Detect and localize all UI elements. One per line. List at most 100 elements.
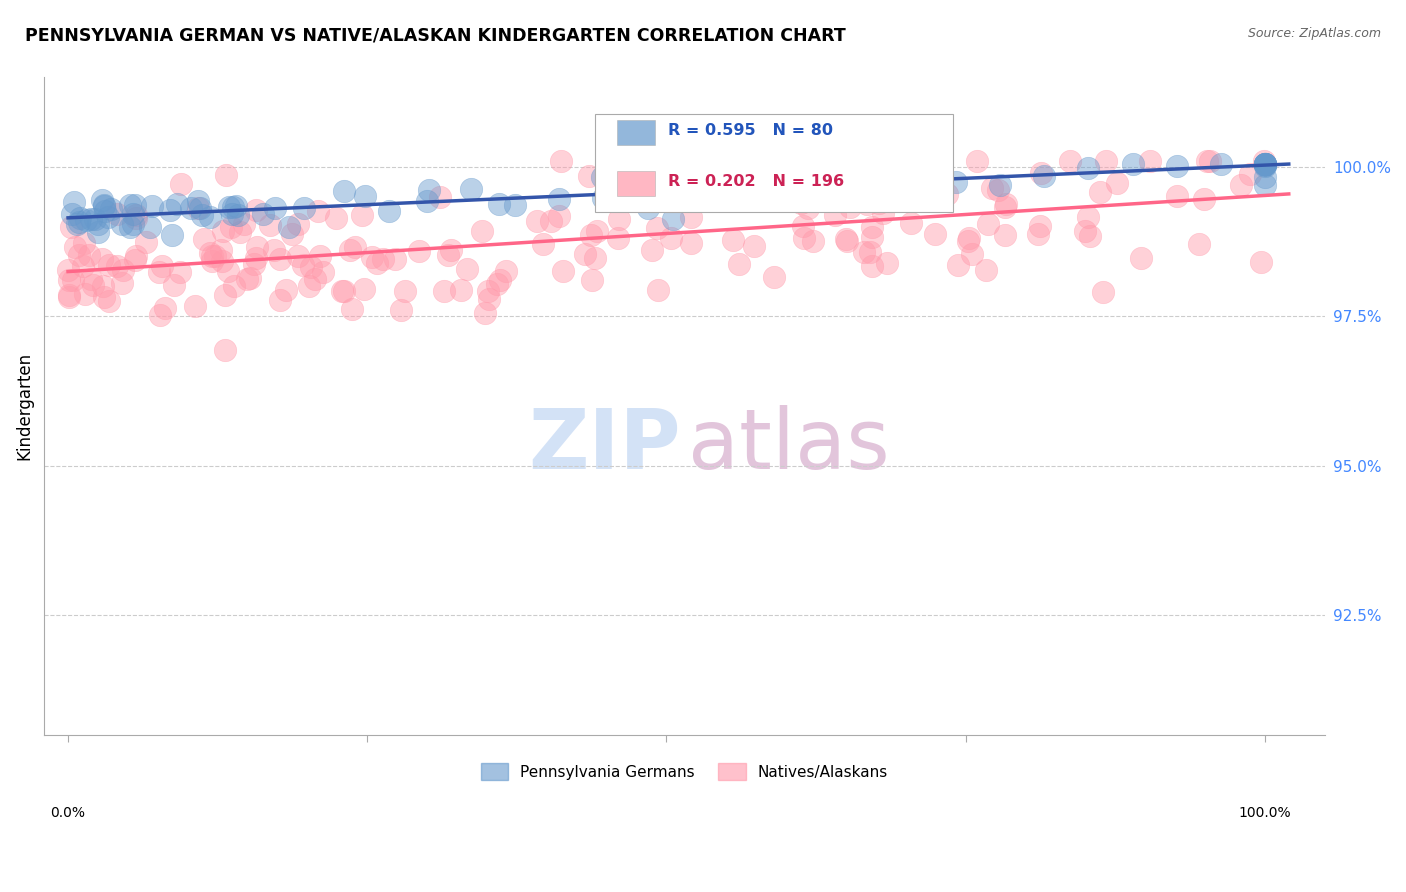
Point [1033,169,1056,183]
Point [868,196,890,211]
Point [292,258,315,272]
Point [308,249,330,263]
Point [579,228,602,243]
Point [312,265,335,279]
Point [1074,224,1097,238]
Point [853,245,876,260]
Point [187,202,209,216]
Point [214,343,236,357]
Point [75,286,97,301]
Point [169,265,191,279]
Point [225,199,247,213]
Point [1254,157,1277,171]
Point [503,198,526,212]
Point [274,283,297,297]
Point [662,211,685,226]
Point [717,184,740,198]
Point [977,217,1000,231]
Point [1122,157,1144,171]
Point [821,183,844,197]
Point [450,284,472,298]
Point [111,276,134,290]
Point [988,178,1011,192]
Point [825,187,848,202]
Point [218,200,240,214]
Point [239,270,262,285]
Point [246,240,269,254]
Point [837,234,859,248]
Point [860,220,883,235]
Point [721,233,744,247]
Point [87,225,110,239]
Point [180,202,202,216]
Point [298,279,321,293]
Point [93,199,115,213]
Point [214,287,236,301]
Point [124,249,146,263]
Point [200,246,222,260]
Point [366,256,388,270]
Point [1139,154,1161,169]
Point [82,278,104,293]
Point [149,308,172,322]
Point [224,279,246,293]
Point [581,273,603,287]
Point [294,202,316,216]
Point [91,252,114,266]
Point [269,293,291,307]
Point [219,219,242,234]
Point [342,301,364,316]
Point [763,269,786,284]
Point [824,208,846,222]
Point [209,244,232,258]
Point [924,227,946,241]
Point [1026,227,1049,241]
Point [330,284,353,298]
Point [859,244,882,259]
Point [860,229,883,244]
Point [782,194,804,208]
Point [540,213,562,227]
Point [1198,154,1220,169]
Point [60,207,83,221]
Point [724,178,747,192]
Point [801,234,824,248]
Point [259,218,281,232]
Point [93,290,115,304]
Point [377,203,399,218]
Point [159,202,181,217]
Point [981,181,1004,195]
Point [1194,192,1216,206]
Point [815,191,838,205]
Point [1254,157,1277,171]
Point [578,169,600,183]
Point [436,248,458,262]
Point [900,216,922,230]
Point [592,191,614,205]
Point [245,251,267,265]
Point [474,306,496,320]
Point [1254,157,1277,171]
Point [58,288,80,302]
Point [946,259,969,273]
Point [681,179,703,194]
Point [264,201,287,215]
Point [98,258,121,272]
Point [586,224,609,238]
Point [333,184,356,198]
Point [994,196,1017,211]
Point [460,182,482,196]
Point [609,211,631,226]
Point [1254,157,1277,171]
Point [1059,154,1081,169]
Point [606,231,628,245]
Point [835,232,858,246]
Point [325,211,347,226]
Point [994,227,1017,242]
Point [471,224,494,238]
Point [122,207,145,221]
Point [1077,161,1099,175]
Point [839,200,862,214]
Point [198,210,221,224]
Point [391,303,413,318]
